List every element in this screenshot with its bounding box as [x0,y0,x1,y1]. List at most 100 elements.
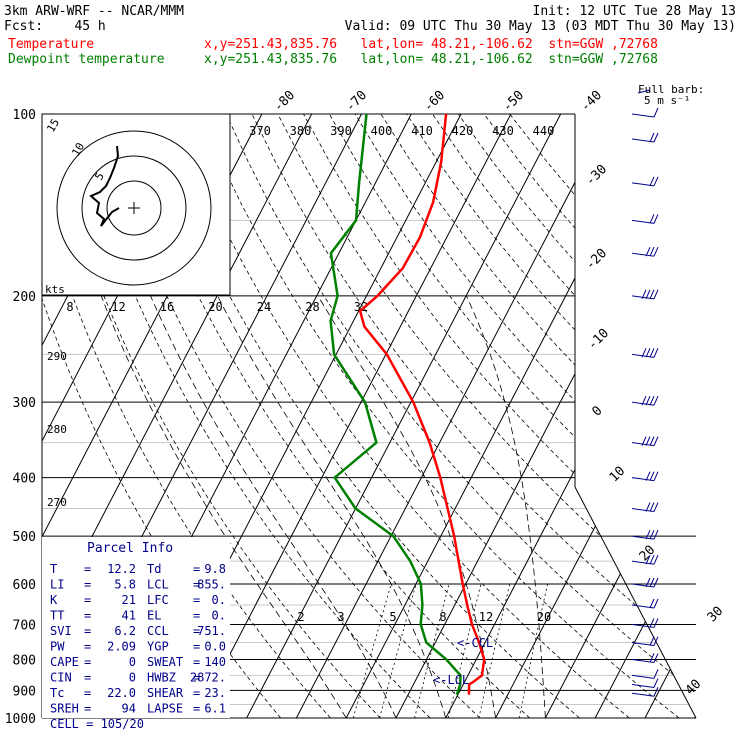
wind-barb [631,214,659,224]
parcel-key: Td [147,562,161,576]
parcel-eq: = [193,609,200,623]
wind-barb-flag [645,289,651,300]
wind-barb-flag [649,471,655,481]
wind-barb-flag [649,348,655,358]
parcel-key: K [50,593,58,607]
wind-barb-flag [649,653,655,663]
wind-barb [631,289,659,300]
wind-barb-flag [653,502,659,512]
wind-barb-shaft [631,674,655,679]
wind-barb-flag [641,289,647,300]
dry-adiabat [96,114,481,718]
theta-label: 420 [452,124,474,138]
isotherm-label: -80 [271,88,298,115]
parcel-value: 41 [122,609,136,623]
pressure-tick-label: 1000 [5,712,36,727]
init-time: Init: 12 UTC Tue 28 May 13 [532,4,737,19]
wind-barb-flag [649,436,655,446]
parcel-value: 0. [212,593,226,607]
dry-adiabat [200,114,680,718]
wind-barb-flag [653,687,659,697]
moist-adiabat [317,295,496,718]
wind-barb [631,471,659,482]
theta-left-label: 280 [47,423,67,436]
theta-label: 370 [249,124,271,138]
wind-barb-flag [653,214,659,224]
parcel-eq: = [84,624,91,638]
hodograph-ring [81,155,187,261]
wind-barb-flag [645,246,651,257]
wind-barb [631,577,659,588]
wind-barb [631,653,659,663]
right-skew-edge [574,486,697,719]
dry-adiabat [148,114,580,718]
parcel-key: Tc [50,686,64,700]
dry-adiabat [509,114,696,718]
wind-barb-flag [649,395,655,406]
parcel-value: 23. [204,686,226,700]
parcel-key: LI [50,578,64,592]
wind-barb [631,436,659,447]
parcel-value: 6.2 [114,624,136,638]
mixing-ratio-line [518,583,548,718]
mixing-ratio-label: 2 [297,610,304,624]
parcel-value: 94 [122,702,136,716]
wind-barb-flag [645,502,651,512]
parcel-key: LFC [147,593,169,607]
wind-barb-flag [653,436,659,446]
isotherm-label: -20 [583,246,610,273]
parcel-value: 22.0 [107,686,136,700]
isotherm [544,114,696,718]
ccl-label: <-CCL [457,636,493,650]
legend-temperature-info: x,y=251.43,835.76 lat,lon= 48.21,-106.62… [204,37,658,52]
pressure-tick-label: 900 [13,684,36,699]
parcel-eq: = [84,562,91,576]
dry-adiabat [380,114,696,718]
parcel-eq: = [193,640,200,654]
parcel-key: TT [50,609,64,623]
parcel-value: 0. [212,609,226,623]
wind-barb [631,669,659,679]
theta-label: 410 [411,124,433,138]
parcel-value: 0.0 [204,640,226,654]
hodograph-speed-label: 20 [208,300,222,314]
wind-barb [631,502,659,513]
wind-barb-shaft [631,692,655,697]
pressure-tick-label: 700 [13,618,36,633]
isotherm-label: 40 [683,677,705,699]
parcel-eq: = [84,578,91,592]
isotherm-label: -40 [578,88,605,115]
pressure-tick-label: 100 [13,108,36,123]
wind-barb [631,678,659,688]
parcel-key: CAPE [50,655,79,669]
wind-barb-flag [649,289,655,300]
parcel-value: 6.1 [204,702,226,716]
parcel-value: 5.8 [114,578,136,592]
parcel-eq: = [84,609,91,623]
parcel-eq: = [193,578,200,592]
mixing-ratio-label: 8 [439,610,446,624]
pressure-tick-label: 600 [13,578,36,593]
parcel-key: LCL [147,578,169,592]
theta-label: 400 [371,124,393,138]
hodograph-kts-label: kts [45,283,65,296]
dewpoint-line [329,113,462,696]
dry-adiabat [354,114,696,718]
parcel-eq: = [84,671,91,685]
hodograph-ring [56,130,212,286]
parcel-key: SREH [50,702,79,716]
wind-barb [631,348,659,358]
hodograph-speed-label: 28 [305,300,319,314]
wind-barb-flag [645,395,651,406]
isotherm-label: -70 [343,88,370,115]
wind-barb-flag [645,554,651,565]
wind-barb-flag [649,176,655,187]
wind-barb-flag [649,618,655,628]
hodograph-ring [106,180,162,236]
isotherm [644,114,696,718]
isotherm-label: 30 [705,604,727,626]
hodograph-box [41,113,231,296]
wind-barb-flag [645,471,651,481]
parcel-info-panel [42,537,230,718]
